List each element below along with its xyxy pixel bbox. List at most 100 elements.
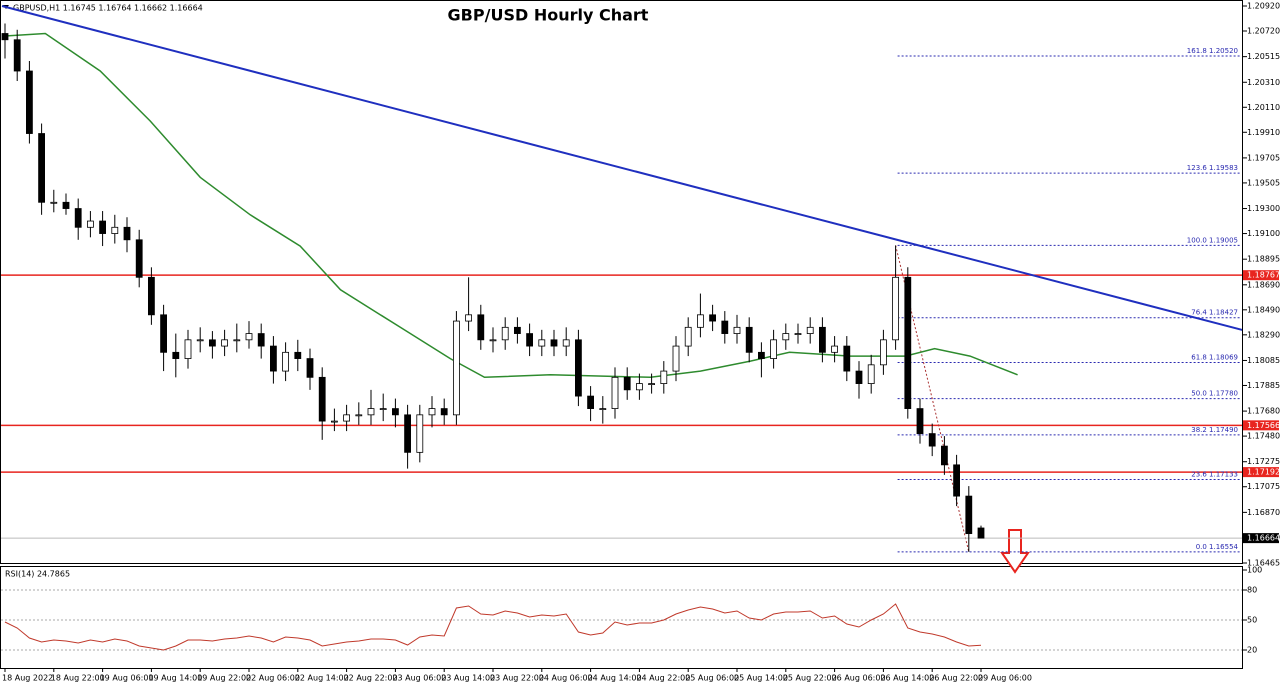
candle-body: [636, 383, 643, 391]
candle-body: [330, 420, 338, 423]
y-tick-label: 1.17885: [1247, 381, 1280, 390]
rsi-y-tick-label: 20: [1247, 646, 1257, 655]
rsi-line: [4, 603, 982, 651]
candle-body: [855, 370, 863, 384]
candle-body: [623, 376, 631, 391]
candle-body: [611, 376, 619, 409]
y-tick-label: 1.18690: [1247, 280, 1280, 289]
candle-body: [709, 314, 716, 322]
candle-body: [184, 339, 192, 359]
x-tick-label: 22 Aug 14:00: [295, 674, 349, 683]
candle-body: [648, 383, 655, 385]
candle-body: [575, 339, 582, 397]
candle-body: [25, 70, 33, 134]
candle-body: [831, 345, 838, 353]
x-tick-label: 23 Aug 22:00: [490, 674, 544, 683]
level-label-box: [1243, 467, 1279, 478]
candle-body: [562, 339, 570, 347]
candle-body: [379, 408, 387, 410]
y-tick-label: 1.19100: [1247, 229, 1280, 238]
candle-body: [196, 339, 204, 342]
candle-body: [953, 464, 960, 497]
candle-body: [404, 414, 412, 453]
candle-body: [892, 276, 899, 341]
candle-body: [697, 314, 704, 328]
y-tick-label: 1.20110: [1247, 103, 1280, 112]
candle-body: [587, 395, 594, 409]
candle-body: [99, 220, 106, 234]
x-tick-label: 26 Aug 22:00: [929, 674, 983, 683]
candle-body: [257, 333, 265, 347]
price-panel: [0, 0, 1243, 564]
y-tick-label: 1.20515: [1247, 52, 1280, 61]
candle-body: [514, 326, 521, 334]
y-tick-label: 1.19910: [1247, 128, 1280, 137]
x-tick-label: 19 Aug 06:00: [100, 674, 154, 683]
candle-body: [745, 326, 753, 353]
x-tick-label: 22 Aug 22:00: [344, 674, 398, 683]
current-price-label: 1.16664: [1247, 534, 1280, 543]
y-tick-label: 1.20310: [1247, 78, 1280, 87]
fib-label: 61.8 1.18069: [1191, 353, 1238, 361]
candle-body: [977, 527, 985, 539]
x-tick-label: 18 Aug 22:00: [51, 674, 105, 683]
fib-label: 161.8 1.20520: [1187, 47, 1238, 55]
candle-body: [477, 314, 485, 341]
candle-body: [440, 408, 448, 416]
candle-body: [208, 339, 216, 347]
x-tick-label: 25 Aug 22:00: [783, 674, 837, 683]
candle-body: [245, 333, 253, 341]
candle-body: [160, 314, 168, 353]
candle-body: [306, 358, 314, 378]
level-label: 1.17192: [1247, 468, 1280, 477]
level-label-box: [1243, 420, 1279, 431]
fib-label: 0.0 1.16554: [1196, 543, 1239, 551]
y-tick-label: 1.20920: [1247, 2, 1280, 11]
x-tick-label: 22 Aug 06:00: [246, 674, 300, 683]
fib-label: 76.4 1.18427: [1191, 309, 1238, 317]
x-tick-label: 24 Aug 22:00: [636, 674, 690, 683]
y-tick-label: 1.19300: [1247, 204, 1280, 213]
candle-body: [465, 314, 473, 322]
candle-body: [391, 408, 399, 416]
candle-body: [819, 326, 826, 353]
candle-body: [941, 445, 948, 466]
candle-body: [50, 201, 58, 204]
x-tick-label: 24 Aug 06:00: [539, 674, 593, 683]
chart-title: GBP/USD Hourly Chart: [448, 6, 649, 25]
candle-body: [172, 351, 180, 359]
candle-body: [672, 345, 680, 372]
x-tick-label: 23 Aug 06:00: [392, 674, 446, 683]
candle-body: [489, 339, 497, 342]
level-label: 1.17566: [1247, 421, 1280, 430]
y-tick-label: 1.19705: [1247, 153, 1280, 162]
x-tick-label: 18 Aug 2022: [2, 674, 53, 683]
candle-body: [660, 370, 668, 384]
candle-body: [904, 276, 912, 409]
fib-label: 100.0 1.19005: [1187, 236, 1238, 244]
candle-body: [367, 408, 375, 416]
candle-body: [928, 433, 936, 447]
candle-body: [355, 414, 363, 417]
candle-body: [758, 351, 765, 359]
candle-body: [794, 333, 802, 335]
y-tick-label: 1.18490: [1247, 305, 1280, 314]
level-label-box: [1243, 270, 1279, 281]
rsi-y-tick-label: 100: [1247, 566, 1262, 575]
x-tick-label: 25 Aug 06:00: [685, 674, 739, 683]
candle-body: [428, 408, 436, 416]
fib-label: 123.6 1.19583: [1187, 164, 1238, 172]
candle-body: [770, 339, 777, 359]
candle-body: [806, 326, 814, 334]
candle-body: [233, 339, 241, 342]
candle-body: [501, 326, 509, 341]
candle-body: [538, 339, 546, 347]
level-label: 1.18767: [1247, 271, 1280, 280]
y-tick-label: 1.17075: [1247, 482, 1280, 491]
x-tick-label: 24 Aug 14:00: [588, 674, 642, 683]
y-tick-label: 1.16870: [1247, 508, 1280, 517]
rsi-y-tick-label: 80: [1247, 586, 1257, 595]
candle-body: [282, 351, 290, 372]
